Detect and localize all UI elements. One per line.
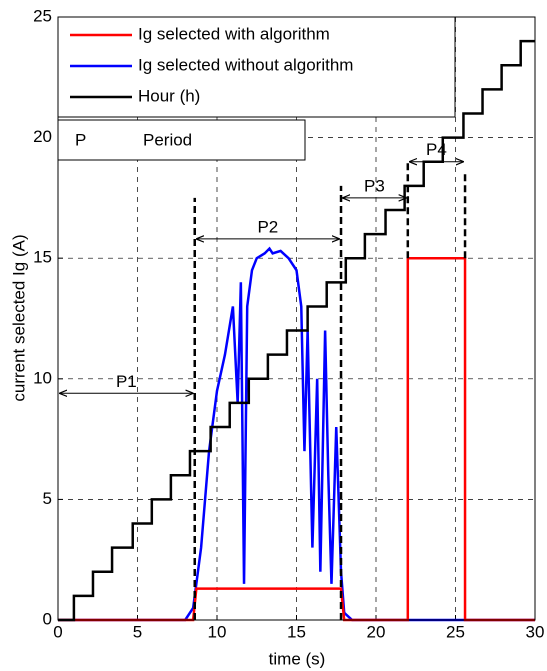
legend-label: Ig selected with algorithm bbox=[138, 24, 330, 43]
x-tick-label: 20 bbox=[367, 622, 386, 641]
note-text: Period bbox=[143, 130, 192, 149]
period-label: P4 bbox=[426, 140, 447, 159]
period-label: P1 bbox=[116, 372, 137, 391]
note-box bbox=[57, 119, 306, 161]
x-tick-label: 30 bbox=[526, 622, 545, 641]
x-tick-label: 5 bbox=[133, 622, 142, 641]
y-tick-label: 5 bbox=[43, 489, 52, 508]
x-tick-label: 0 bbox=[53, 622, 62, 641]
note-symbol: P bbox=[75, 130, 86, 149]
y-axis-label: current selected Ig (A) bbox=[9, 234, 28, 401]
legend-label: Hour (h) bbox=[138, 86, 200, 105]
x-tick-label: 15 bbox=[287, 622, 306, 641]
legend: Ig selected with algorithm Ig selected wi… bbox=[57, 16, 456, 118]
series-line bbox=[58, 246, 535, 622]
period-label: P3 bbox=[364, 176, 385, 195]
y-tick-label: 0 bbox=[43, 609, 52, 628]
x-tick-label: 10 bbox=[208, 622, 227, 641]
period-label: P2 bbox=[257, 217, 278, 236]
y-tick-label: 10 bbox=[33, 368, 52, 387]
y-tick-label: 15 bbox=[33, 248, 52, 267]
legend-note: P Period bbox=[57, 119, 306, 161]
y-tick-label: 25 bbox=[33, 6, 52, 25]
series-line bbox=[58, 39, 535, 622]
legend-label: Ig selected without algorithm bbox=[138, 55, 353, 74]
x-tick-label: 25 bbox=[446, 622, 465, 641]
y-tick-label: 20 bbox=[33, 127, 52, 146]
x-axis-label: time (s) bbox=[269, 649, 326, 668]
